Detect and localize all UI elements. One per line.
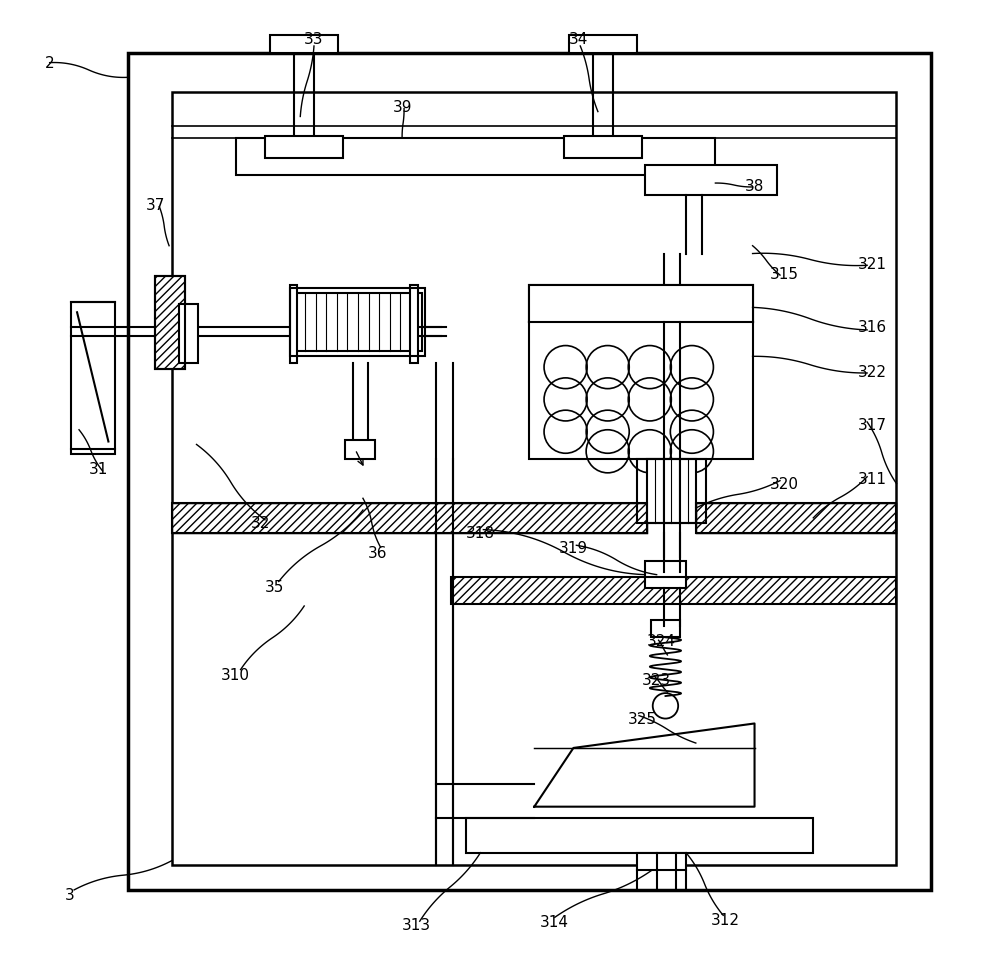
Text: 38: 38 — [745, 178, 764, 194]
Bar — [696, 504, 896, 533]
Bar — [155, 277, 185, 370]
Bar — [466, 819, 813, 853]
Bar — [345, 440, 375, 460]
Text: 33: 33 — [304, 31, 324, 47]
Text: 312: 312 — [711, 911, 740, 927]
Text: 323: 323 — [642, 672, 671, 688]
Bar — [172, 504, 647, 533]
Text: 321: 321 — [858, 256, 887, 272]
Text: 35: 35 — [265, 579, 285, 595]
Bar — [410, 286, 418, 364]
Bar — [265, 137, 343, 158]
Bar — [236, 139, 715, 176]
Bar — [529, 286, 753, 323]
Text: 313: 313 — [402, 916, 431, 932]
Bar — [696, 504, 896, 533]
Text: 320: 320 — [769, 476, 798, 492]
Bar — [645, 561, 686, 589]
Text: 31: 31 — [89, 462, 108, 477]
Bar — [451, 577, 896, 604]
Text: 314: 314 — [539, 913, 568, 929]
Text: 324: 324 — [647, 633, 676, 648]
Bar — [647, 460, 696, 523]
Bar — [637, 460, 706, 523]
Text: 39: 39 — [392, 100, 412, 115]
Bar — [172, 504, 647, 533]
Bar — [294, 293, 422, 352]
Text: 311: 311 — [858, 471, 887, 487]
Text: 310: 310 — [221, 667, 250, 683]
Text: 34: 34 — [569, 31, 588, 47]
Text: 36: 36 — [368, 545, 387, 560]
Text: 315: 315 — [769, 266, 798, 282]
Bar — [71, 303, 115, 455]
Text: 317: 317 — [858, 418, 887, 433]
Bar — [172, 93, 896, 866]
Bar — [564, 137, 642, 158]
Bar — [529, 286, 753, 460]
Text: 316: 316 — [857, 320, 887, 335]
Bar — [270, 36, 338, 54]
Polygon shape — [534, 724, 755, 807]
Bar — [651, 620, 680, 638]
Text: 2: 2 — [45, 56, 54, 71]
Bar — [128, 54, 931, 890]
Bar — [569, 36, 637, 54]
Text: 318: 318 — [466, 525, 495, 541]
Bar — [645, 166, 777, 196]
Text: 319: 319 — [559, 540, 588, 556]
Bar — [290, 286, 297, 364]
Text: 37: 37 — [146, 198, 165, 213]
Bar — [637, 853, 686, 870]
Bar — [451, 577, 896, 604]
Text: 3: 3 — [64, 887, 74, 903]
Bar — [179, 305, 198, 364]
Bar — [290, 289, 425, 357]
Text: 322: 322 — [858, 364, 887, 379]
Bar — [155, 277, 185, 370]
Text: 32: 32 — [250, 515, 270, 531]
Text: 325: 325 — [627, 711, 656, 727]
